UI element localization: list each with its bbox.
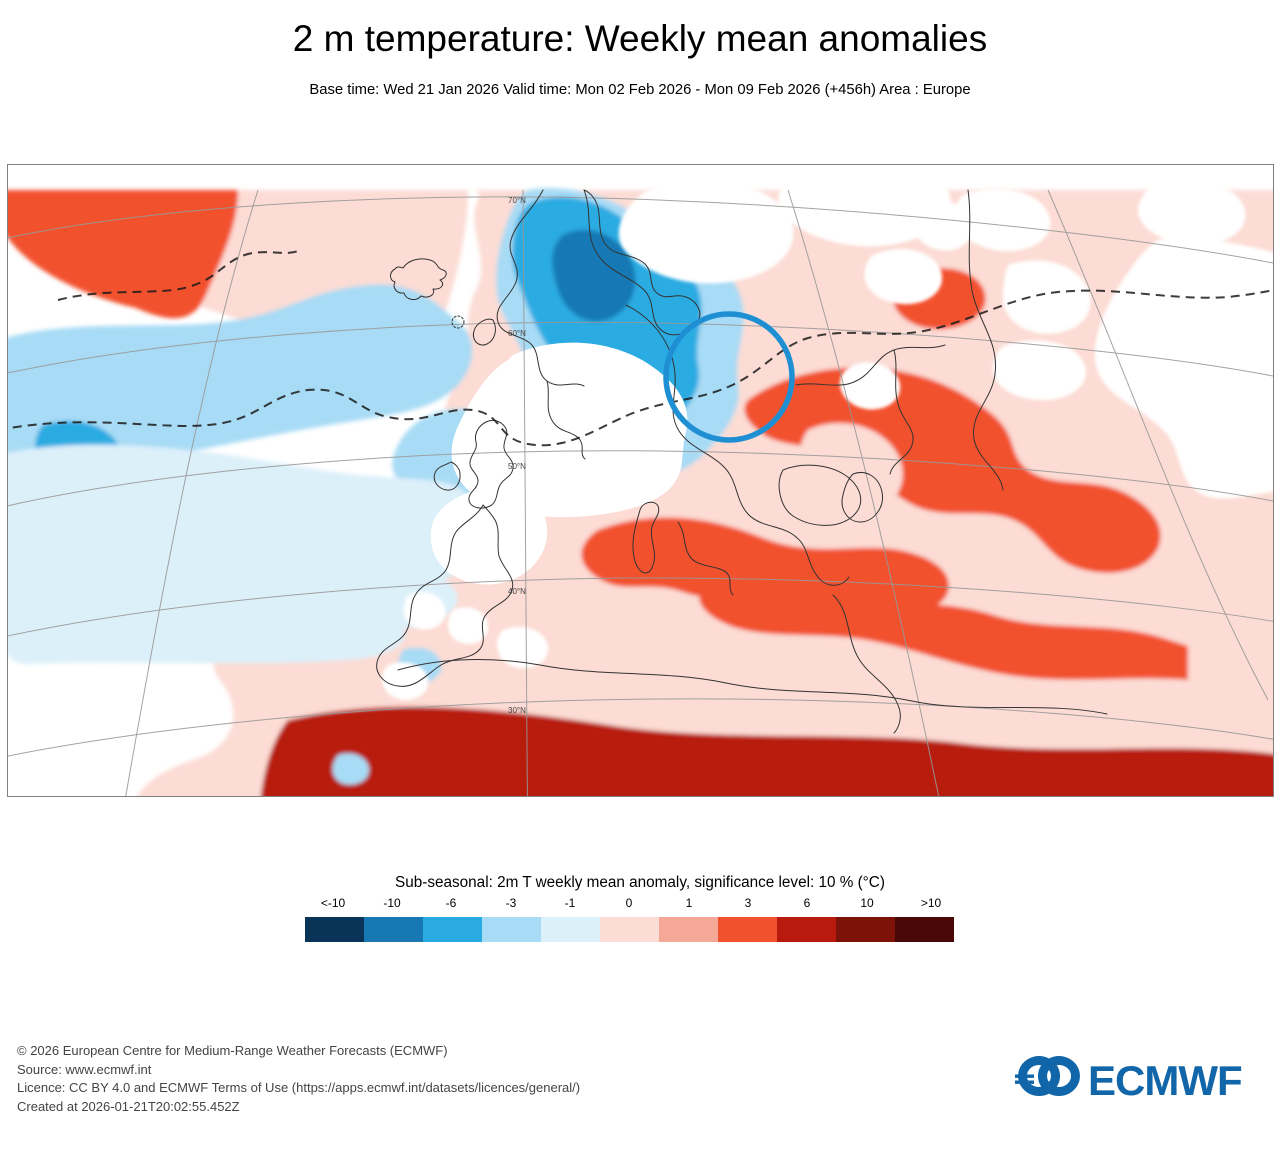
svg-text:40°N: 40°N	[508, 587, 526, 596]
svg-text:-10: -10	[383, 896, 401, 910]
svg-text:-1: -1	[565, 896, 576, 910]
svg-text:ECMWF: ECMWF	[1088, 1057, 1242, 1104]
svg-text:<-10: <-10	[321, 896, 346, 910]
svg-text:50°N: 50°N	[508, 462, 526, 471]
svg-text:6: 6	[804, 896, 811, 910]
svg-text:>10: >10	[921, 896, 942, 910]
svg-text:3: 3	[745, 896, 752, 910]
svg-text:0: 0	[626, 896, 633, 910]
svg-text:10: 10	[860, 896, 874, 910]
svg-text:1: 1	[686, 896, 693, 910]
svg-text:70°N: 70°N	[508, 196, 526, 205]
svg-text:-3: -3	[506, 896, 517, 910]
svg-text:-6: -6	[446, 896, 457, 910]
svg-text:30°N: 30°N	[508, 706, 526, 715]
